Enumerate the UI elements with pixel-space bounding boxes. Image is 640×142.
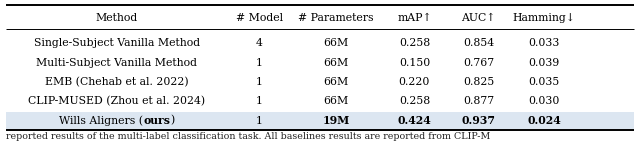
- Text: 66M: 66M: [323, 38, 349, 48]
- Text: 0.767: 0.767: [463, 58, 494, 68]
- Text: Method: Method: [95, 13, 138, 23]
- Text: 1: 1: [256, 116, 262, 126]
- Text: 0.937: 0.937: [461, 115, 495, 126]
- Text: 0.030: 0.030: [528, 96, 560, 106]
- Text: 0.220: 0.220: [399, 77, 430, 87]
- Text: 4: 4: [256, 38, 262, 48]
- Text: 0.854: 0.854: [463, 38, 494, 48]
- Text: 1: 1: [256, 96, 262, 106]
- Text: 0.035: 0.035: [529, 77, 559, 87]
- Text: 19M: 19M: [323, 115, 349, 126]
- Text: 0.150: 0.150: [399, 58, 430, 68]
- Text: 0.039: 0.039: [529, 58, 559, 68]
- Text: 0.033: 0.033: [528, 38, 560, 48]
- Text: Single-Subject Vanilla Method: Single-Subject Vanilla Method: [34, 38, 200, 48]
- Text: # Model: # Model: [236, 13, 283, 23]
- Text: 0.258: 0.258: [399, 96, 430, 106]
- Text: Multi-Subject Vanilla Method: Multi-Subject Vanilla Method: [36, 58, 197, 68]
- Text: # Parameters: # Parameters: [298, 13, 374, 23]
- Text: AUC↑: AUC↑: [461, 13, 495, 23]
- Text: EMB (Chehab et al. 2022): EMB (Chehab et al. 2022): [45, 77, 189, 87]
- Text: Wills Aligners (: Wills Aligners (: [59, 115, 143, 126]
- Text: 1: 1: [256, 77, 262, 87]
- Text: 0.825: 0.825: [463, 77, 494, 87]
- Text: Hamming↓: Hamming↓: [513, 13, 575, 23]
- Text: mAP↑: mAP↑: [397, 13, 432, 23]
- Text: 66M: 66M: [323, 58, 349, 68]
- Text: 0.424: 0.424: [397, 115, 431, 126]
- Text: ): ): [170, 115, 175, 126]
- Text: 0.024: 0.024: [527, 115, 561, 126]
- Text: 1: 1: [256, 58, 262, 68]
- Text: 0.877: 0.877: [463, 96, 494, 106]
- Text: CLIP-MUSED (Zhou et al. 2024): CLIP-MUSED (Zhou et al. 2024): [28, 96, 205, 106]
- Bar: [6, 112, 634, 129]
- Text: reported results of the multi-label classification task. All baselines results a: reported results of the multi-label clas…: [6, 132, 491, 141]
- Text: 0.258: 0.258: [399, 38, 430, 48]
- Text: ours: ours: [143, 115, 170, 126]
- Text: 66M: 66M: [323, 96, 349, 106]
- Text: 66M: 66M: [323, 77, 349, 87]
